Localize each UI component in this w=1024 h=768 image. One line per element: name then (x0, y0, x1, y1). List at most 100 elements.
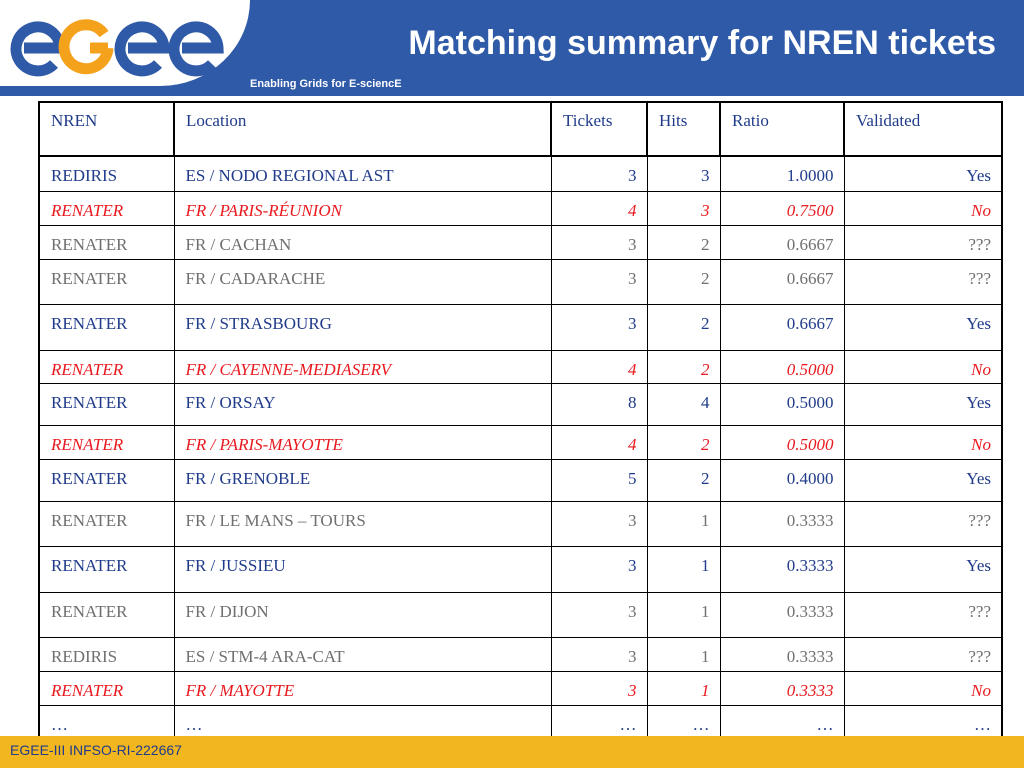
cell-validated: ??? (843, 225, 1003, 260)
cell-validated: Yes (843, 155, 1003, 192)
cell-hits: 2 (646, 425, 721, 460)
table-row: RENATER FR / JUSSIEU 3 1 0.3333 Yes (38, 546, 1003, 593)
cell-nren: RENATER (38, 501, 175, 547)
cell-location: FR / JUSSIEU (173, 546, 552, 593)
column-header-tickets: Tickets (550, 101, 648, 157)
cell-tickets: 3 (550, 501, 648, 547)
cell-validated: No (843, 191, 1003, 226)
cell-ratio: 0.3333 (719, 592, 845, 638)
column-header-hits: Hits (646, 101, 721, 157)
cell-ratio: 0.4000 (719, 459, 845, 502)
cell-nren: RENATER (38, 592, 175, 638)
cell-hits: 2 (646, 225, 721, 260)
cell-ratio: 0.7500 (719, 191, 845, 226)
cell-nren: RENATER (38, 191, 175, 226)
footer-text: EGEE-III INFSO-RI-222667 (10, 742, 182, 758)
cell-ratio: 0.5000 (719, 350, 845, 384)
cell-ratio: 0.3333 (719, 546, 845, 593)
cell-location: FR / DIJON (173, 592, 552, 638)
cell-nren: RENATER (38, 546, 175, 593)
cell-tickets: 3 (550, 671, 648, 706)
table-row: RENATER FR / LE MANS – TOURS 3 1 0.3333??? (38, 501, 1003, 547)
cell-location: ES / NODO REGIONAL AST (173, 155, 552, 192)
cell-ratio: 0.5000 (719, 425, 845, 460)
slide-footer: EGEE-III INFSO-RI-222667 (0, 736, 1024, 768)
cell-location: … (173, 705, 552, 739)
table-row: RENATER FR / STRASBOURG 3 2 0.6667 Yes (38, 304, 1003, 351)
cell-hits: 2 (646, 350, 721, 384)
cell-hits: 1 (646, 546, 721, 593)
cell-tickets: 3 (550, 259, 648, 305)
cell-tickets: 3 (550, 546, 648, 593)
cell-hits: 1 (646, 671, 721, 706)
cell-validated: Yes (843, 459, 1003, 502)
table-row: REDIRIS ES / NODO REGIONAL AST 3 3 1.0000 Yes (38, 155, 1003, 192)
cell-nren: RENATER (38, 259, 175, 305)
table-row: RENATER FR / CADARACHE 3 2 0.6667??? (38, 259, 1003, 305)
cell-validated: ??? (843, 501, 1003, 547)
cell-nren: RENATER (38, 350, 175, 384)
cell-tickets: 8 (550, 383, 648, 426)
cell-validated: No (843, 350, 1003, 384)
cell-hits: 1 (646, 501, 721, 547)
table-row: REDIRIS ES / STM-4 ARA-CAT 3 1 0.3333??? (38, 637, 1003, 672)
header-sub-band (0, 76, 1024, 96)
column-header-location: Location (173, 101, 552, 157)
cell-tickets: 3 (550, 225, 648, 260)
table-row: RENATER FR / PARIS-RÉUNION 4 3 0.7500 No (38, 191, 1003, 226)
cell-location: FR / PARIS-MAYOTTE (173, 425, 552, 460)
cell-location: FR / PARIS-RÉUNION (173, 191, 552, 226)
cell-tickets: 4 (550, 425, 648, 460)
cell-nren: RENATER (38, 425, 175, 460)
cell-validated: ??? (843, 637, 1003, 672)
column-header-validated: Validated (843, 101, 1003, 157)
page-title: Matching summary for NREN tickets (408, 24, 996, 62)
cell-nren: RENATER (38, 383, 175, 426)
cell-hits: 4 (646, 383, 721, 426)
table-row: ……………… (38, 705, 1003, 739)
cell-validated: ??? (843, 592, 1003, 638)
cell-tickets: 4 (550, 191, 648, 226)
cell-location: ES / STM-4 ARA-CAT (173, 637, 552, 672)
cell-hits: 1 (646, 637, 721, 672)
page-subtitle: Enabling Grids for E-sciencE (250, 78, 402, 90)
slide-header: Matching summary for NREN tickets Enabli… (0, 0, 1024, 96)
table-header-row: NREN Location Tickets Hits Ratio Validat… (38, 101, 1003, 157)
cell-location: FR / GRENOBLE (173, 459, 552, 502)
cell-location: FR / CAYENNE-MEDIASERV (173, 350, 552, 384)
cell-tickets: 5 (550, 459, 648, 502)
cell-tickets: 4 (550, 350, 648, 384)
column-header-ratio: Ratio (719, 101, 845, 157)
table-row: RENATER FR / DIJON 3 1 0.3333??? (38, 592, 1003, 638)
cell-nren: RENATER (38, 459, 175, 502)
table-row: RENATER FR / ORSAY 8 4 0.5000 Yes (38, 383, 1003, 426)
cell-nren: RENATER (38, 304, 175, 351)
cell-ratio: 0.6667 (719, 304, 845, 351)
cell-ratio: 0.6667 (719, 225, 845, 260)
cell-hits: 2 (646, 459, 721, 502)
cell-validated: Yes (843, 546, 1003, 593)
cell-location: FR / ORSAY (173, 383, 552, 426)
cell-ratio: 0.5000 (719, 383, 845, 426)
cell-nren: REDIRIS (38, 155, 175, 192)
table-row: RENATER FR / PARIS-MAYOTTE 4 2 0.5000 No (38, 425, 1003, 460)
cell-location: FR / CACHAN (173, 225, 552, 260)
cell-validated: No (843, 425, 1003, 460)
cell-hits: 2 (646, 304, 721, 351)
cell-hits: 1 (646, 592, 721, 638)
cell-nren: RENATER (38, 671, 175, 706)
cell-location: FR / STRASBOURG (173, 304, 552, 351)
cell-validated: Yes (843, 383, 1003, 426)
cell-location: FR / CADARACHE (173, 259, 552, 305)
cell-location: FR / MAYOTTE (173, 671, 552, 706)
cell-validated: Yes (843, 304, 1003, 351)
cell-hits: 2 (646, 259, 721, 305)
cell-nren: … (38, 705, 175, 739)
cell-ratio: 0.3333 (719, 637, 845, 672)
cell-validated: … (843, 705, 1003, 739)
cell-validated: ??? (843, 259, 1003, 305)
egee-logo-icon (10, 19, 224, 77)
column-header-nren: NREN (38, 101, 175, 157)
cell-tickets: 3 (550, 637, 648, 672)
cell-tickets: 3 (550, 304, 648, 351)
